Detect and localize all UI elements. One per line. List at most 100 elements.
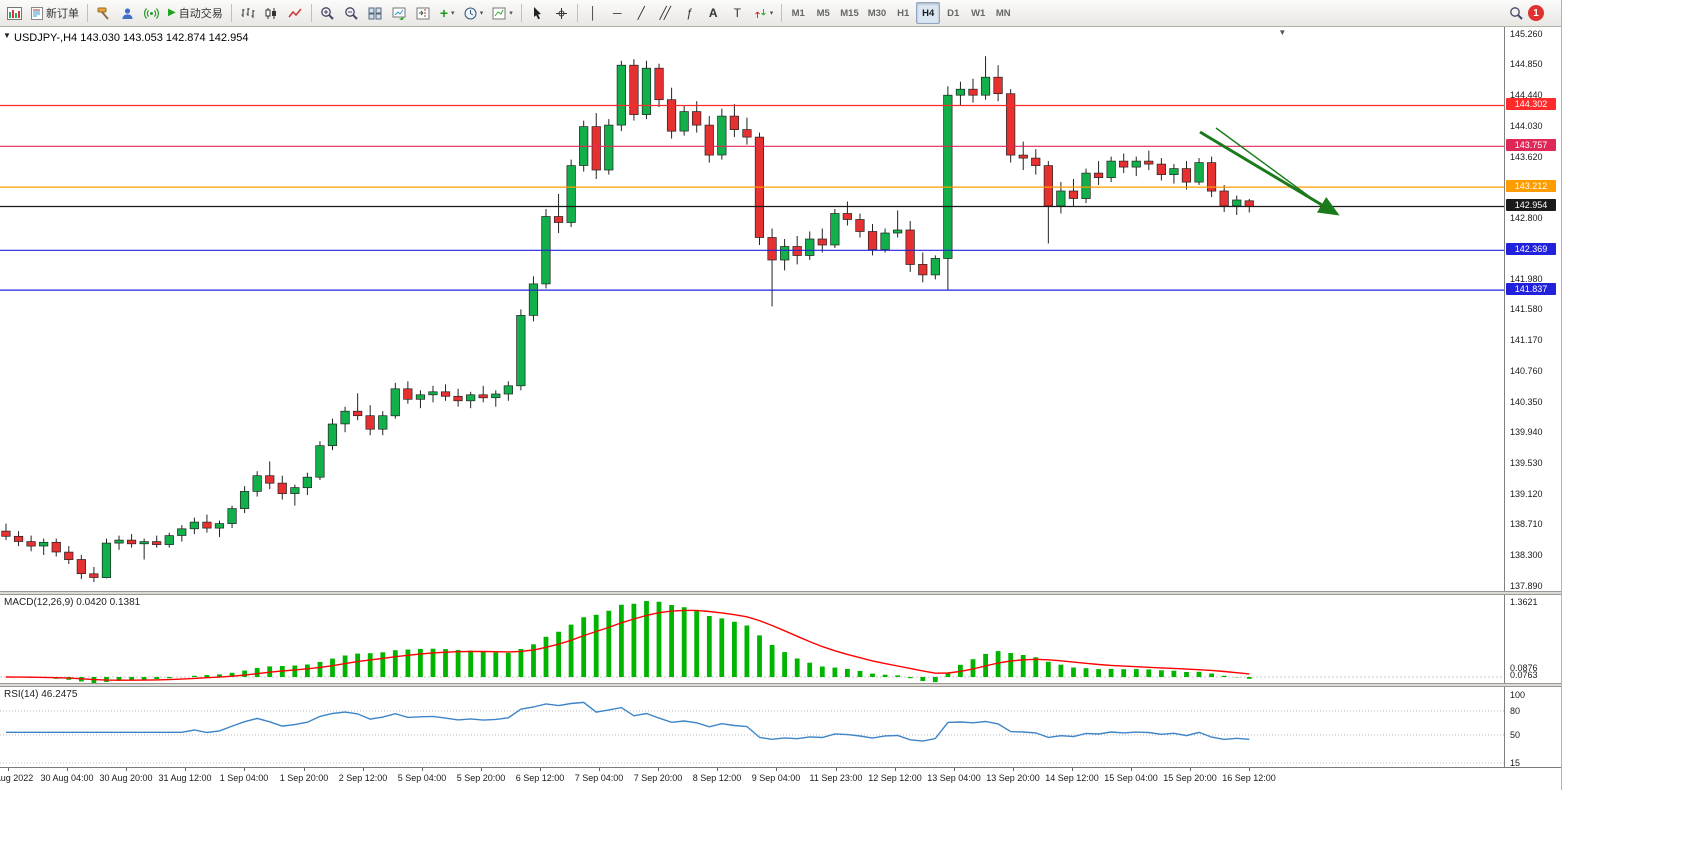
time-tick (1013, 768, 1014, 771)
text-button[interactable]: A (702, 2, 725, 24)
time-axis-label: 15 Sep 04:00 (1104, 773, 1158, 783)
indicators-plus-icon: + (439, 5, 449, 21)
tile-windows-icon (368, 7, 382, 19)
timeframe-w1-button[interactable]: W1 (966, 2, 990, 24)
time-axis-label: 15 Sep 20:00 (1163, 773, 1217, 783)
timeframe-d1-button[interactable]: D1 (941, 2, 965, 24)
chart-shift-marker[interactable]: ▼ (1278, 28, 1287, 37)
indicators-button[interactable]: + ▾ (436, 2, 459, 24)
macd-axis[interactable]: 1.3621 0.0876 0.0763 (1504, 595, 1561, 683)
macd-signal-line (5, 609, 1250, 681)
time-tick (363, 768, 364, 771)
time-axis-label: 8 Sep 12:00 (692, 773, 742, 783)
time-tick (599, 768, 600, 771)
search-button[interactable] (1504, 2, 1527, 24)
rsi-axis-label: 100 (1510, 690, 1526, 700)
clock-icon (464, 7, 477, 19)
horizontal-line-button[interactable]: ─ (606, 2, 629, 24)
cursor-button[interactable] (526, 2, 549, 24)
chevron-down-icon: ▾ (509, 9, 513, 17)
main-chart-canvas[interactable] (0, 27, 1504, 591)
time-axis[interactable]: 29 Aug 2022 30 Aug 04:00 30 Aug 20:00 31 Au… (0, 767, 1561, 787)
time-axis-label: 29 Aug 2022 (0, 773, 34, 783)
tools-button[interactable] (92, 2, 115, 24)
new-order-icon (31, 6, 43, 20)
bar-chart-button[interactable] (236, 2, 259, 24)
time-axis-label: 31 Aug 12:00 (158, 773, 212, 783)
chart-shift-button[interactable] (412, 2, 435, 24)
price-axis[interactable]: 145.260 144.850 144.440 144.030 143.620 143.2… (1504, 27, 1561, 591)
trend-arrow-annotation[interactable] (1199, 127, 1340, 216)
timeframe-m30-button[interactable]: M30 (864, 2, 890, 24)
panel-splitter-rsi[interactable] (0, 683, 1561, 687)
timeframe-h4-button[interactable]: H4 (916, 2, 941, 24)
timeframe-m1-button[interactable]: M1 (786, 2, 810, 24)
timeframe-m5-button[interactable]: M5 (811, 2, 835, 24)
hammer-icon (97, 7, 109, 20)
time-axis-label: 1 Sep 20:00 (279, 773, 329, 783)
chart-ohlc-header: USDJPY-,H4 143.030 143.053 142.874 142.9… (14, 32, 249, 44)
macd-axis-label: 0.0876 (1510, 663, 1538, 673)
time-axis-label: 12 Sep 12:00 (868, 773, 922, 783)
line-chart-icon (288, 8, 302, 17)
panel-splitter-macd[interactable] (0, 591, 1561, 595)
price-axis-label: 144.850 (1510, 59, 1543, 69)
timeframe-mn-button[interactable]: MN (991, 2, 1015, 24)
text-a-icon: A (708, 6, 718, 20)
rsi-line (6, 701, 1250, 742)
price-axis-label: 138.300 (1510, 550, 1543, 560)
timeframe-h1-button[interactable]: H1 (891, 2, 915, 24)
price-level-badge: 142.369 (1506, 243, 1556, 255)
time-tick (244, 768, 245, 771)
channel-button[interactable]: ╱╱ (654, 2, 677, 24)
trendline-button[interactable]: ╱ (630, 2, 653, 24)
notification-badge[interactable]: 1 (1528, 5, 1544, 21)
auto-scroll-button[interactable] (388, 2, 411, 24)
timeframe-m15-button[interactable]: M15 (836, 2, 862, 24)
text-label-button[interactable]: T (726, 2, 749, 24)
new-order-button[interactable]: 新订单 (27, 2, 83, 24)
time-tick (717, 768, 718, 771)
macd-canvas[interactable] (0, 595, 1504, 683)
price-axis-label: 141.170 (1510, 335, 1543, 345)
zoom-in-button[interactable] (316, 2, 339, 24)
profile-button[interactable] (116, 2, 139, 24)
time-tick (1131, 768, 1132, 771)
time-axis-label: 6 Sep 12:00 (515, 773, 565, 783)
time-axis-label: 13 Sep 20:00 (986, 773, 1040, 783)
zoom-in-icon (321, 7, 334, 20)
chevron-down-icon: ▾ (769, 9, 774, 17)
fibonacci-button[interactable]: ƒ (678, 2, 701, 24)
rsi-axis[interactable]: 100 80 50 15 (1504, 687, 1561, 767)
zoom-out-button[interactable] (340, 2, 363, 24)
autotrading-button[interactable]: ▶ 自动交易 (164, 2, 227, 24)
candlestick-chart-button[interactable] (260, 2, 283, 24)
price-axis-label: 140.760 (1510, 366, 1543, 376)
toolbar-separator (230, 4, 232, 22)
price-level-badge: 143.757 (1506, 139, 1556, 151)
horizontal-line-icon: ─ (612, 6, 622, 20)
periods-button[interactable]: ▾ (460, 2, 488, 24)
time-tick (540, 768, 541, 771)
vertical-line-button[interactable]: │ (582, 2, 605, 24)
price-axis-label: 139.940 (1510, 427, 1543, 437)
line-chart-button[interactable] (284, 2, 307, 24)
toolbar-separator (87, 4, 88, 22)
time-tick (836, 768, 837, 771)
rsi-canvas[interactable] (0, 687, 1504, 767)
community-button[interactable] (140, 2, 163, 24)
tile-windows-button[interactable] (364, 2, 387, 24)
search-icon (1509, 7, 1523, 20)
arrows-button[interactable]: ▾ (750, 2, 778, 24)
time-axis-label: 1 Sep 04:00 (219, 773, 269, 783)
horizontal-level-lines[interactable] (0, 104, 1504, 291)
zoom-out-icon (345, 7, 358, 20)
one-click-trading-toggle[interactable]: ▼ (3, 31, 11, 40)
chevron-down-icon: ▾ (451, 9, 455, 17)
chart-window-icon (7, 6, 22, 20)
rsi-panel: 100 80 50 15 RSI(14) 46.2475 (0, 687, 1561, 767)
crosshair-button[interactable] (550, 2, 573, 24)
new-chart-button[interactable] (3, 2, 26, 24)
templates-button[interactable]: ▾ (488, 2, 517, 24)
